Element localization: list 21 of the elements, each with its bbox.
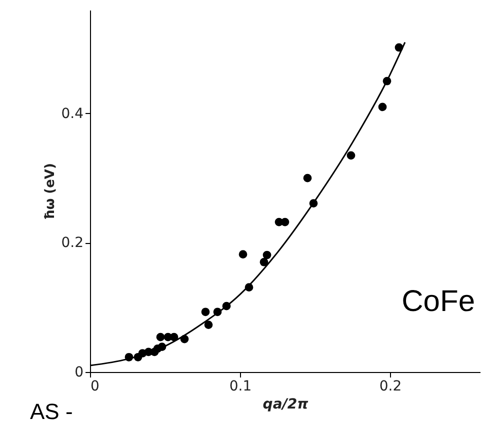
x-axis-title: qa/2π (262, 396, 310, 412)
y-tick-label: 0.4 (61, 106, 84, 122)
y-tick-label: 0 (74, 364, 84, 380)
point (170, 332, 178, 342)
x-tick-label: 0.1 (229, 378, 252, 394)
point (260, 258, 268, 266)
point (238, 250, 248, 259)
point (378, 102, 387, 112)
point (201, 308, 210, 316)
point (204, 320, 213, 329)
y-axis-title: ħω (eV) (43, 163, 58, 220)
x-tick-label: 0.2 (379, 378, 402, 394)
text: AS - (30, 399, 73, 424)
annotation: CoFe (402, 285, 475, 318)
point (156, 332, 165, 342)
point (303, 174, 312, 182)
x-tick-label: 0 (90, 378, 100, 394)
y-tick-label: 0.2 (61, 235, 84, 252)
point (262, 250, 272, 260)
point (346, 151, 356, 160)
point (280, 218, 290, 226)
